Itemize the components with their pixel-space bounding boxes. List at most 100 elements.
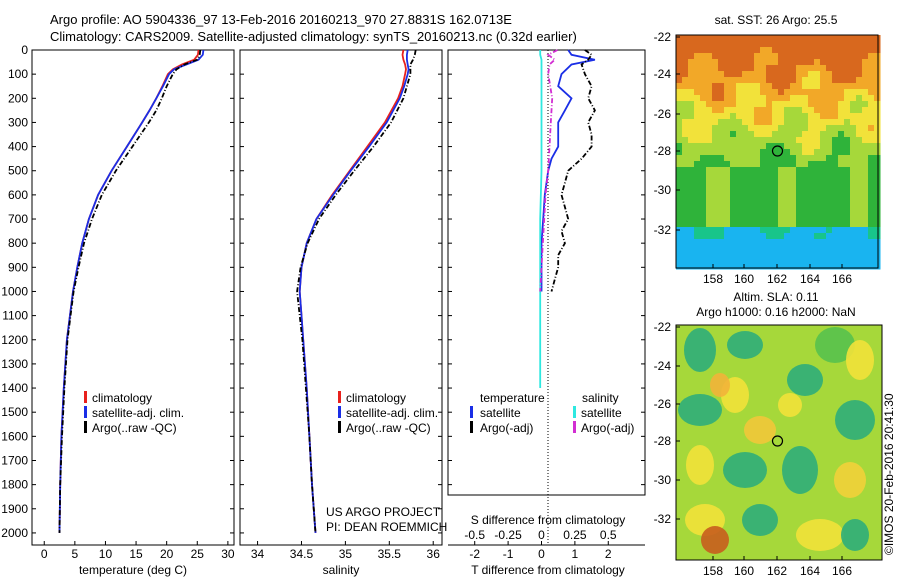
sst-cell xyxy=(694,209,701,216)
sst-cell xyxy=(778,209,785,216)
sst-cell xyxy=(760,65,767,72)
sst-cell xyxy=(682,95,689,102)
sst-cell xyxy=(850,155,857,162)
sst-cell xyxy=(850,209,857,216)
sst-cell xyxy=(730,119,737,126)
sst-cell xyxy=(802,47,809,54)
sst-cell xyxy=(706,209,713,216)
legend-label-sal-satellite: satellite xyxy=(581,406,622,420)
sst-cell xyxy=(676,119,683,126)
sst-cell xyxy=(700,203,707,210)
sst-cell xyxy=(694,119,701,126)
sst-cell xyxy=(802,179,809,186)
sst-cell xyxy=(868,65,875,72)
sst-cell xyxy=(736,215,743,222)
temperature-legend: climatology satellite-adj. clim. Argo(..… xyxy=(84,391,184,435)
sst-cell xyxy=(784,209,791,216)
sst-cell xyxy=(784,65,791,72)
sst-cell xyxy=(724,227,731,234)
sst-cell xyxy=(694,191,701,198)
sst-cell xyxy=(832,263,839,270)
sst-cell xyxy=(838,197,845,204)
sst-cell xyxy=(874,179,881,186)
sst-cell xyxy=(814,95,821,102)
sst-cell xyxy=(724,221,731,228)
sst-cell xyxy=(718,233,725,240)
sst-cell xyxy=(832,167,839,174)
legend-swatch-sal-argo xyxy=(573,421,576,433)
sst-cell xyxy=(850,197,857,204)
sst-cell xyxy=(790,227,797,234)
sst-cell xyxy=(784,71,791,78)
argo-float-marker xyxy=(771,435,784,447)
sst-cell xyxy=(826,215,833,222)
sst-cell xyxy=(820,113,827,120)
sst-cell xyxy=(862,59,869,66)
sst-cell xyxy=(766,35,773,42)
sst-cell xyxy=(820,239,827,246)
sst-cell xyxy=(874,191,881,198)
sst-cell xyxy=(784,77,791,84)
sst-cell xyxy=(766,65,773,72)
sst-cell xyxy=(874,257,881,264)
sst-cell xyxy=(676,209,683,216)
sst-cell xyxy=(712,239,719,246)
sst-cell xyxy=(796,197,803,204)
sst-cell xyxy=(832,209,839,216)
sst-cell xyxy=(730,263,737,270)
sst-cell xyxy=(814,167,821,174)
depth-tick-label: 700 xyxy=(8,212,28,226)
sst-cell xyxy=(760,95,767,102)
sst-cell xyxy=(706,239,713,246)
sst-cell xyxy=(772,125,779,132)
sst-cell xyxy=(796,209,803,216)
legend-swatch-temp-satellite xyxy=(470,406,473,418)
sla-anomaly-blob xyxy=(782,446,818,494)
sst-cell xyxy=(724,83,731,90)
sst-cell xyxy=(856,95,863,102)
sst-cell xyxy=(694,65,701,72)
sst-cell xyxy=(712,101,719,108)
sst-cell xyxy=(718,227,725,234)
s-difference-label: S difference from climatology xyxy=(471,513,626,527)
s-difference-tick-label: 0.25 xyxy=(563,528,587,542)
s-difference-ticks: -0.5 -0.25 0 0.25 0.5 xyxy=(464,528,617,542)
sst-cell xyxy=(688,245,695,252)
sst-cell xyxy=(814,173,821,180)
sst-cell xyxy=(838,191,845,198)
sst-cell xyxy=(856,179,863,186)
temperature-tick-label: 0 xyxy=(41,547,48,561)
sst-cell xyxy=(844,263,851,270)
sst-cell xyxy=(778,179,785,186)
sst-cell xyxy=(838,263,845,270)
sst-cell xyxy=(688,89,695,96)
sst-cell xyxy=(694,167,701,174)
sst-cell xyxy=(760,233,767,240)
sst-cell xyxy=(718,257,725,264)
sst-cell xyxy=(682,245,689,252)
sst-cell xyxy=(826,263,833,270)
sst-cell xyxy=(850,245,857,252)
sst-cell xyxy=(778,65,785,72)
sst-cell xyxy=(682,221,689,228)
sst-cell xyxy=(772,221,779,228)
sst-cell xyxy=(790,209,797,216)
sst-cell xyxy=(694,263,701,270)
sst-cell xyxy=(856,125,863,132)
sst-cell xyxy=(742,95,749,102)
sst-cell xyxy=(694,95,701,102)
sst-cell xyxy=(838,131,845,138)
sst-cell xyxy=(694,227,701,234)
sst-cell xyxy=(850,101,857,108)
sst-cell xyxy=(844,35,851,42)
sst-cell xyxy=(742,131,749,138)
sst-cell xyxy=(754,143,761,150)
sst-cell xyxy=(730,257,737,264)
sst-cell xyxy=(760,143,767,150)
sst-cell xyxy=(754,131,761,138)
sla-anomaly-blob xyxy=(701,526,729,554)
sst-cell xyxy=(832,185,839,192)
sst-cell xyxy=(784,119,791,126)
sst-cell xyxy=(784,101,791,108)
